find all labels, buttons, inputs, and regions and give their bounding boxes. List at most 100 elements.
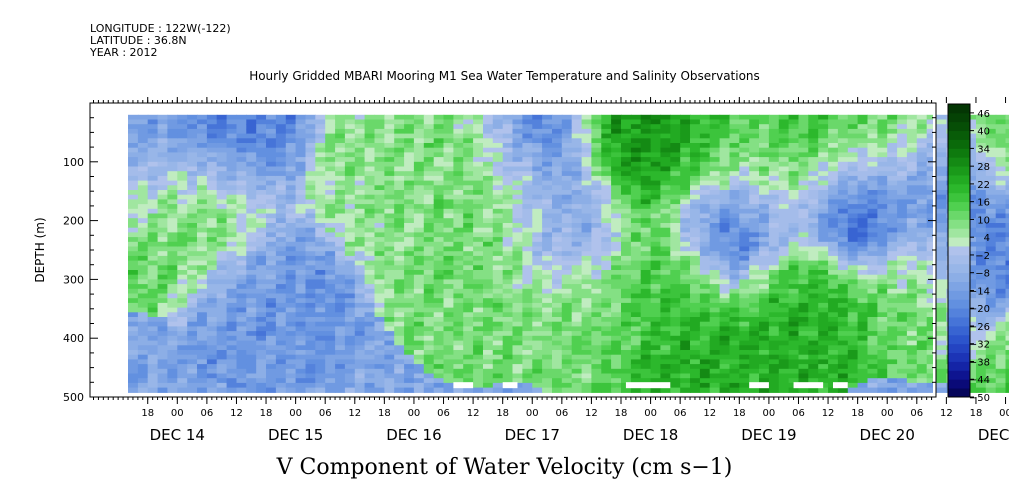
heat-cell bbox=[206, 359, 218, 365]
heat-cell bbox=[187, 166, 198, 172]
heat-cell bbox=[867, 152, 878, 158]
heat-cell bbox=[818, 190, 829, 196]
heat-cell bbox=[768, 359, 780, 365]
heat-cell bbox=[453, 199, 464, 205]
heat-cell bbox=[492, 270, 504, 276]
heat-cell bbox=[788, 364, 800, 370]
heat-cell bbox=[147, 157, 159, 163]
heat-cell bbox=[808, 199, 819, 205]
heat-cell bbox=[325, 175, 336, 182]
heat-cell bbox=[285, 288, 297, 295]
heat-cell bbox=[581, 251, 593, 257]
heat-cell bbox=[305, 382, 316, 389]
heat-cell bbox=[187, 161, 198, 168]
heat-cell bbox=[463, 138, 474, 144]
heat-cell bbox=[433, 227, 445, 233]
heat-cell bbox=[236, 213, 247, 219]
heat-cell bbox=[640, 157, 652, 163]
heat-cell bbox=[443, 157, 454, 163]
heat-cell bbox=[690, 251, 701, 257]
heat-cell bbox=[709, 185, 721, 191]
heat-cell bbox=[897, 190, 908, 196]
heat-cell bbox=[295, 382, 307, 389]
heat-cell bbox=[916, 270, 928, 276]
heat-cell bbox=[897, 382, 908, 389]
heat-cell bbox=[591, 143, 602, 149]
heat-cell bbox=[305, 373, 316, 379]
heat-cell bbox=[384, 143, 395, 149]
heat-cell bbox=[709, 345, 721, 351]
heat-cell bbox=[226, 232, 238, 238]
heat-cell bbox=[502, 335, 514, 342]
heat-cell bbox=[413, 223, 425, 229]
heat-cell bbox=[483, 114, 494, 121]
heat-cell bbox=[729, 143, 740, 149]
heat-cell bbox=[463, 373, 474, 379]
heat-cell bbox=[561, 302, 573, 309]
heat-cell bbox=[335, 241, 346, 248]
heat-cell bbox=[364, 143, 376, 149]
heat-cell bbox=[394, 232, 405, 238]
heat-cell bbox=[552, 255, 563, 262]
heat-cell bbox=[936, 255, 947, 262]
heat-cell bbox=[463, 114, 474, 121]
heat-cell bbox=[315, 321, 326, 327]
heat-cell bbox=[818, 265, 829, 271]
heat-cell bbox=[837, 284, 849, 290]
heat-cell bbox=[128, 251, 139, 257]
heat-cell bbox=[167, 246, 178, 252]
heat-cell bbox=[828, 312, 839, 318]
heat-cell bbox=[739, 246, 750, 252]
heat-cell bbox=[206, 199, 218, 205]
heat-cell bbox=[492, 237, 504, 243]
heat-cell bbox=[887, 152, 898, 158]
heat-cell bbox=[611, 293, 622, 299]
heat-cell bbox=[542, 340, 553, 346]
heat-cell bbox=[453, 326, 464, 332]
heat-cell bbox=[443, 251, 454, 257]
heat-cell bbox=[256, 274, 267, 280]
heat-cell bbox=[512, 241, 523, 248]
heat-cell bbox=[690, 114, 701, 121]
heat-cell bbox=[837, 161, 849, 168]
heat-cell bbox=[709, 128, 721, 135]
heat-cell bbox=[502, 199, 514, 205]
heat-cell bbox=[275, 147, 287, 153]
heat-cell bbox=[729, 293, 740, 299]
heat-cell bbox=[729, 246, 740, 252]
heat-cell bbox=[630, 227, 642, 233]
heat-cell bbox=[857, 321, 869, 327]
heat-cell bbox=[926, 284, 938, 290]
heat-cell bbox=[916, 382, 928, 389]
heat-cell bbox=[354, 246, 366, 252]
heat-cell bbox=[413, 180, 425, 186]
heat-cell bbox=[798, 307, 809, 313]
heat-cell bbox=[305, 143, 316, 149]
heat-cell bbox=[611, 317, 622, 323]
heat-cell bbox=[709, 251, 721, 257]
heat-cell bbox=[768, 175, 780, 182]
heat-cell bbox=[611, 161, 622, 168]
heat-cell bbox=[828, 223, 839, 229]
heat-cell bbox=[433, 382, 445, 389]
heat-cell bbox=[719, 317, 731, 323]
heat-cell bbox=[571, 368, 583, 375]
heat-cell bbox=[759, 237, 770, 243]
heat-cell bbox=[699, 246, 711, 252]
heat-cell bbox=[295, 359, 307, 365]
heat-cell bbox=[690, 288, 701, 295]
heat-cell bbox=[305, 298, 316, 304]
heat-cell bbox=[197, 180, 208, 186]
heat-cell bbox=[670, 171, 681, 177]
heat-cell bbox=[512, 364, 523, 370]
heat-cell bbox=[611, 119, 622, 125]
heat-cell bbox=[729, 251, 740, 257]
heat-cell bbox=[739, 218, 750, 224]
heat-cell bbox=[709, 359, 721, 365]
heat-cell bbox=[916, 119, 928, 125]
heat-cell bbox=[650, 279, 662, 285]
heat-cell bbox=[384, 368, 395, 375]
heat-cell bbox=[916, 368, 928, 375]
heat-cell bbox=[423, 157, 435, 163]
heat-cell bbox=[571, 387, 583, 393]
